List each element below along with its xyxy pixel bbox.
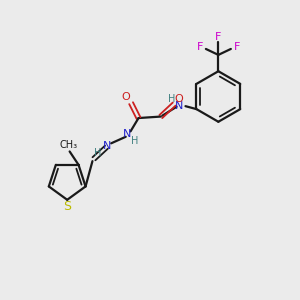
Text: H: H: [168, 94, 176, 104]
Text: O: O: [122, 92, 130, 102]
Text: S: S: [63, 200, 71, 213]
Text: N: N: [175, 100, 183, 111]
Text: CH₃: CH₃: [59, 140, 77, 150]
Text: O: O: [174, 94, 183, 104]
Text: F: F: [215, 32, 221, 42]
Text: H: H: [94, 148, 101, 158]
Text: N: N: [123, 129, 132, 140]
Text: N: N: [103, 141, 112, 151]
Text: F: F: [197, 43, 203, 52]
Text: F: F: [234, 43, 240, 52]
Text: H: H: [131, 136, 138, 146]
